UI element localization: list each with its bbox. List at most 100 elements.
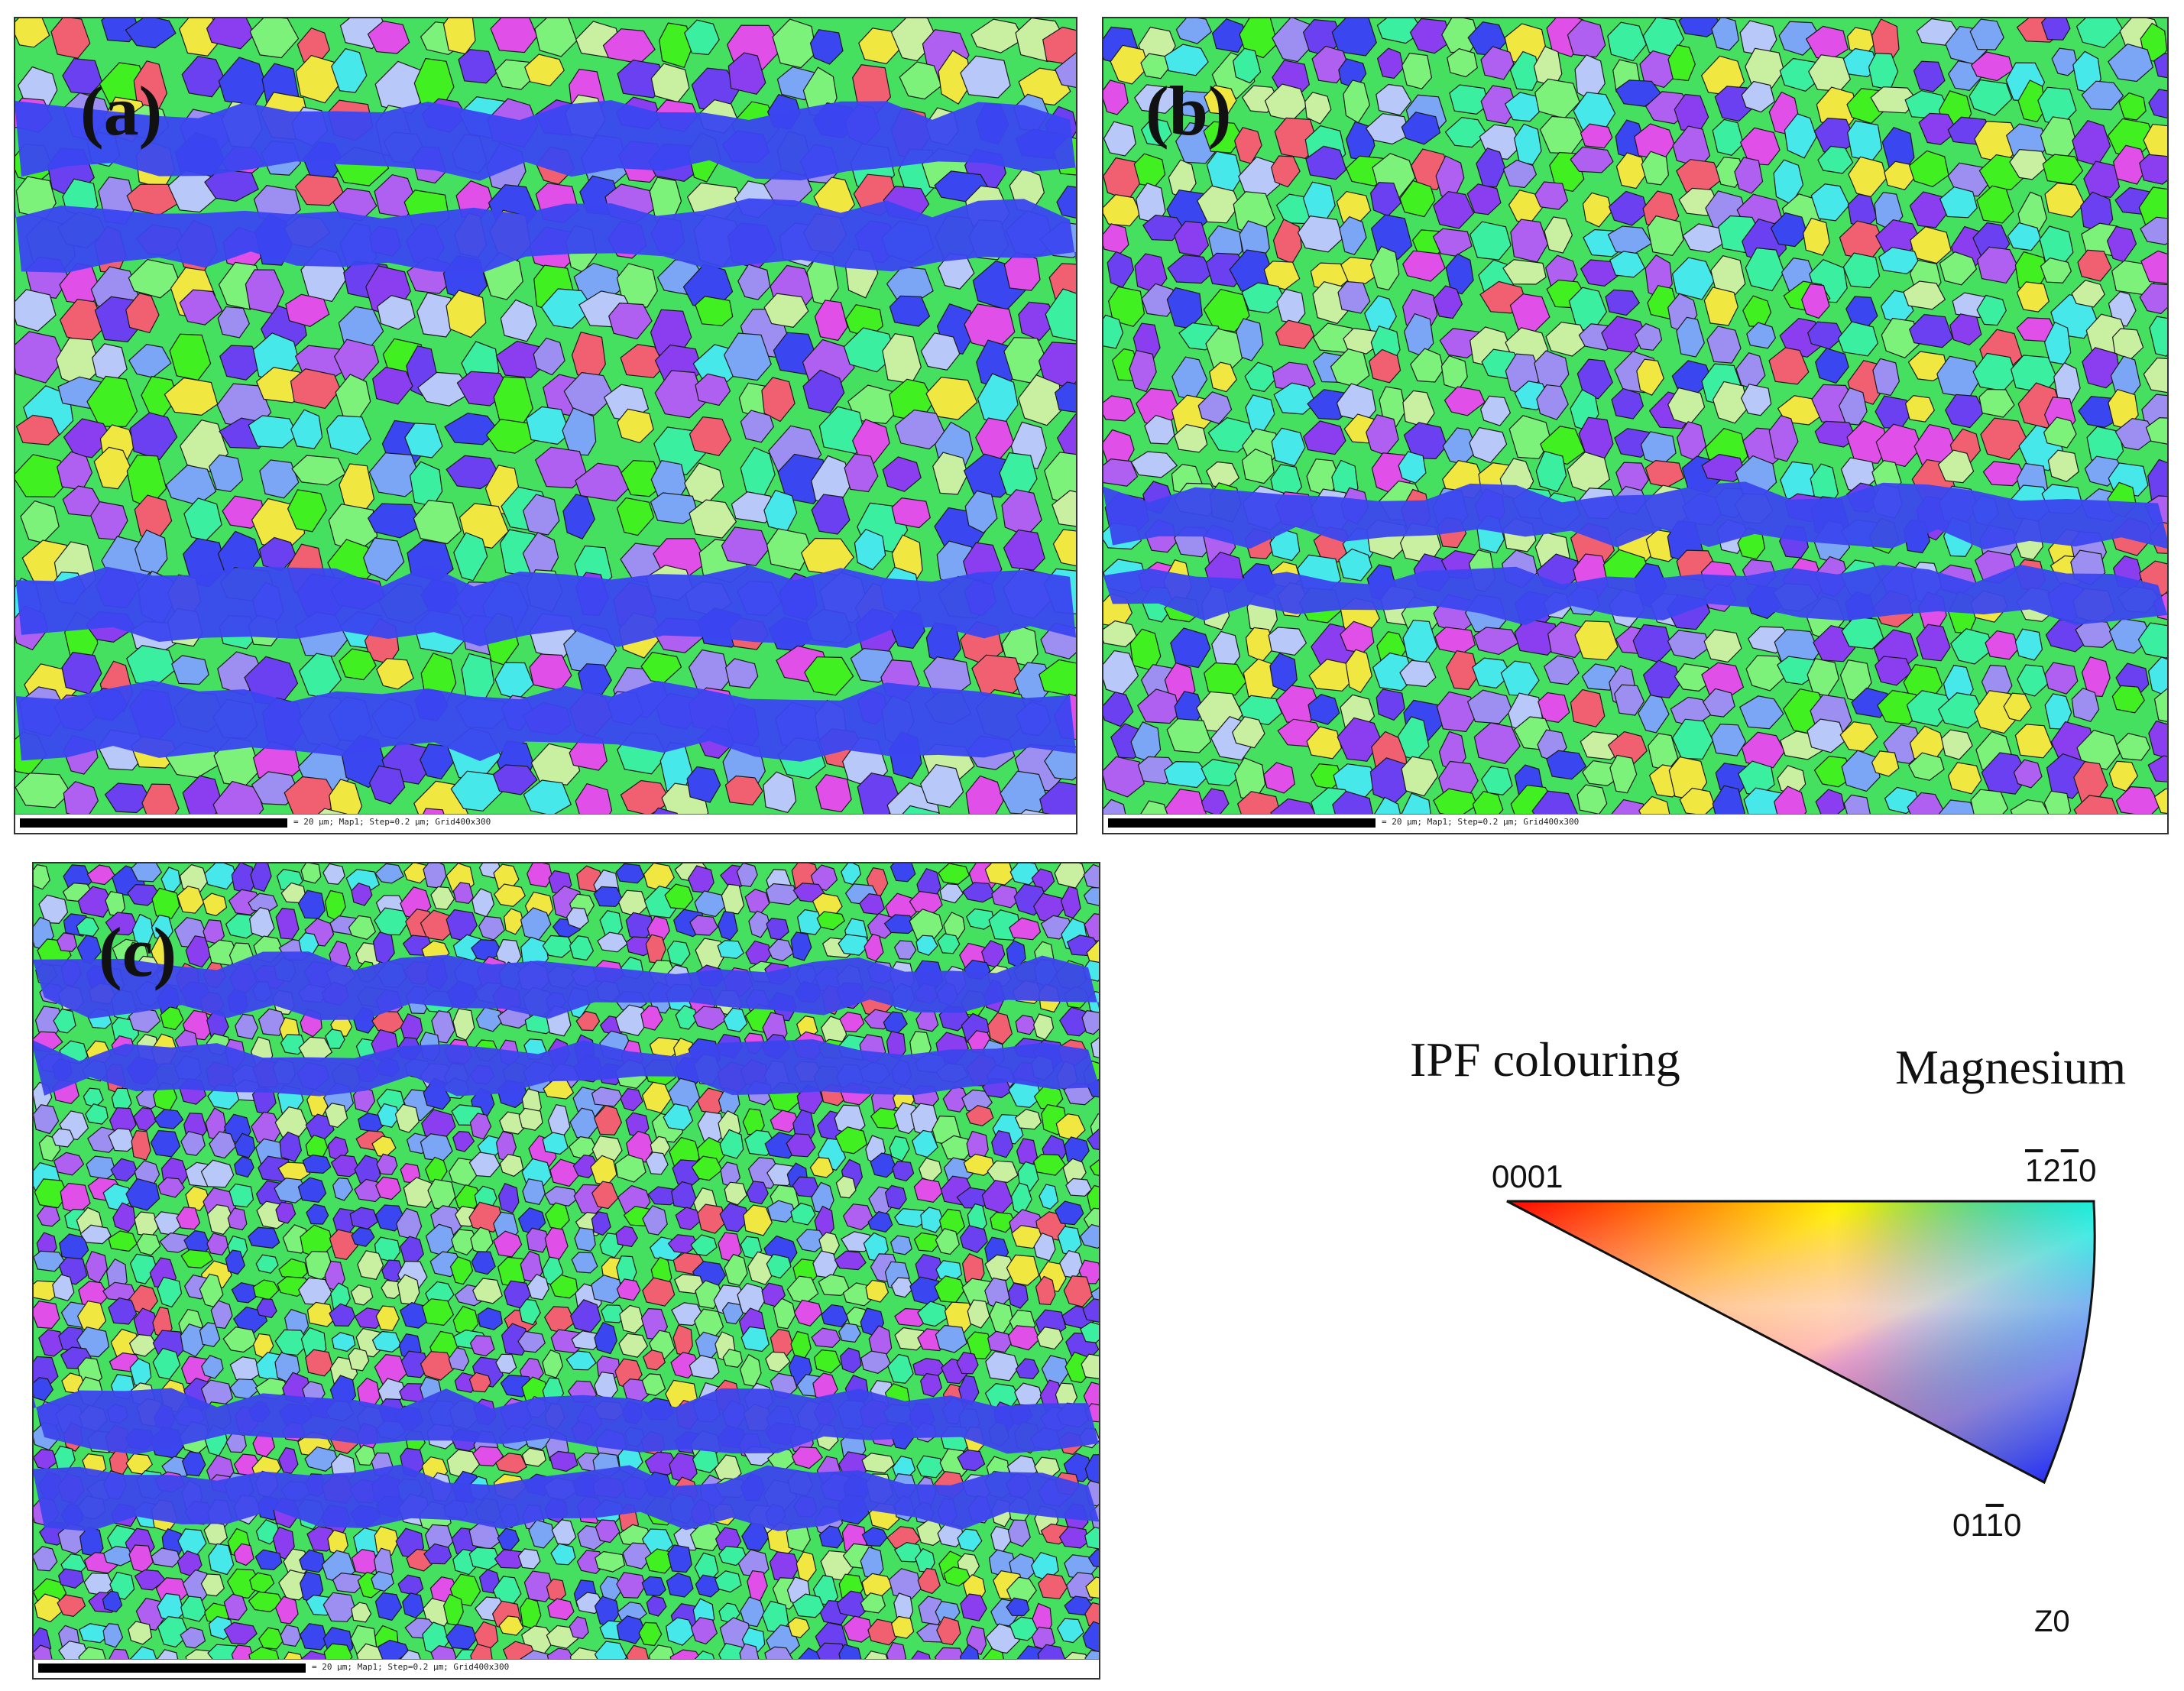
grain <box>1402 250 1446 282</box>
grain <box>626 1130 655 1163</box>
grain <box>666 940 691 967</box>
grain <box>1056 413 1076 465</box>
grain <box>1409 18 1452 54</box>
grain <box>616 497 655 536</box>
grain <box>1203 121 1243 154</box>
grain <box>1941 729 1973 760</box>
grain <box>889 295 931 327</box>
grain <box>1263 762 1295 794</box>
grain <box>402 1592 425 1618</box>
grain <box>913 1178 943 1203</box>
grain <box>446 290 487 339</box>
grain <box>185 935 212 968</box>
grain <box>1337 717 1382 762</box>
grain <box>34 1546 58 1572</box>
grain <box>208 1543 235 1576</box>
grain <box>1130 451 1178 478</box>
grain <box>306 1203 329 1225</box>
grain <box>917 1567 941 1595</box>
grain <box>1950 628 1994 665</box>
grain <box>793 1299 823 1327</box>
grain <box>957 1449 986 1472</box>
grain <box>792 883 825 902</box>
grain <box>1433 285 1463 319</box>
grain <box>1432 228 1473 257</box>
grain <box>920 332 961 371</box>
grain <box>322 1592 357 1622</box>
grain <box>493 1230 523 1258</box>
grain <box>542 935 574 958</box>
grain <box>110 1158 138 1182</box>
grain <box>1270 155 1301 188</box>
grain <box>1543 655 1580 685</box>
grain <box>249 18 300 59</box>
grain <box>2014 628 2043 661</box>
grain <box>287 489 327 533</box>
grain <box>1332 790 1374 815</box>
grain <box>1706 326 1742 364</box>
grain <box>834 1126 868 1155</box>
grain <box>1401 792 1432 815</box>
ebsd-map-b: = 20 µm; Map1; Step=0.2 µm; Grid400x300 … <box>1102 17 2169 834</box>
grain <box>377 1639 410 1660</box>
grain <box>1817 145 1854 174</box>
grain <box>1574 620 1619 661</box>
grain <box>641 1576 666 1596</box>
grain <box>297 1177 327 1203</box>
grain <box>62 57 103 95</box>
grain <box>2139 283 2167 315</box>
grain <box>300 1623 329 1651</box>
grain <box>1144 414 1175 445</box>
grain <box>1083 863 1099 889</box>
grain <box>430 886 455 910</box>
grain <box>375 1176 402 1200</box>
grain <box>478 915 505 941</box>
grain <box>1947 762 1982 795</box>
grain <box>1970 789 2009 815</box>
blue-band <box>34 1039 1099 1097</box>
grain <box>394 1103 420 1133</box>
grain <box>125 18 177 49</box>
grain <box>1241 449 1275 484</box>
grain <box>53 1152 85 1176</box>
grain <box>618 1333 649 1358</box>
grain <box>542 1132 569 1155</box>
grain <box>1784 113 1817 159</box>
grain <box>534 18 578 57</box>
grain <box>2016 281 2050 313</box>
grain <box>1103 799 1126 815</box>
grain <box>1871 750 1900 777</box>
grain <box>2076 730 2121 770</box>
grain <box>79 1224 112 1245</box>
grain <box>920 1207 945 1233</box>
grain <box>646 1595 667 1617</box>
grain <box>1270 798 1317 815</box>
grain <box>838 1323 861 1343</box>
grain <box>15 773 72 808</box>
grain <box>331 48 368 93</box>
grain <box>403 863 430 884</box>
grain <box>1035 1275 1056 1306</box>
grain <box>125 293 160 334</box>
grain <box>534 446 588 489</box>
grain <box>1479 395 1512 426</box>
grain <box>1472 790 1504 815</box>
grain <box>620 1088 643 1112</box>
grain <box>1436 691 1477 733</box>
digit-m1: 0 <box>1952 1507 1971 1543</box>
digit-a1: 1 <box>2025 1152 2043 1188</box>
grain <box>492 764 538 795</box>
grain <box>884 1184 907 1210</box>
grain <box>1032 1013 1055 1041</box>
grain <box>1007 1519 1031 1547</box>
grain <box>1081 1353 1099 1379</box>
grain <box>199 1322 221 1347</box>
grain <box>503 908 524 935</box>
grain <box>736 863 758 888</box>
grain <box>324 1103 348 1129</box>
grain <box>684 19 720 56</box>
grain <box>544 1185 578 1207</box>
grain <box>1938 692 1985 729</box>
grain <box>180 1249 214 1269</box>
grain <box>285 293 330 327</box>
